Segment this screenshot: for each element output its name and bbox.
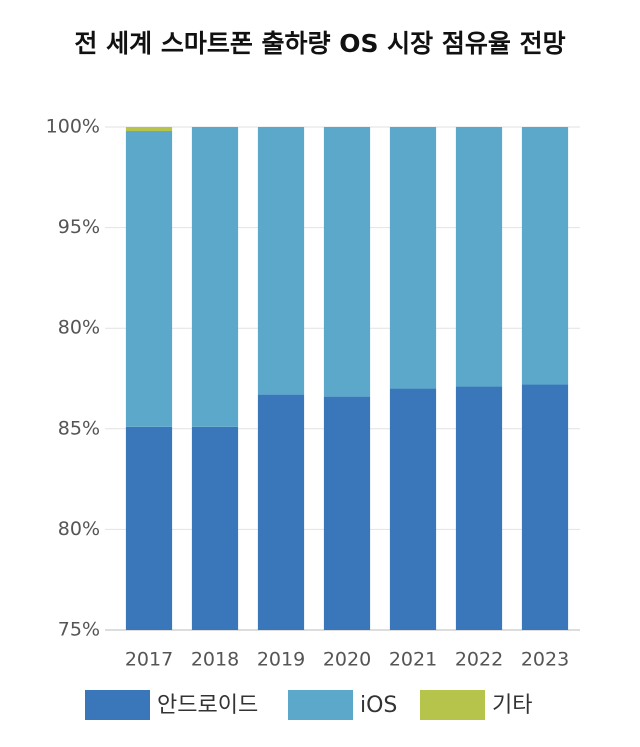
bar-segment (125, 127, 173, 132)
y-tick-label: 85% (58, 417, 100, 439)
x-tick-label: 2022 (455, 649, 503, 671)
y-tick-label: 80% (58, 518, 100, 540)
bar-segment (257, 394, 305, 630)
legend-label: 기타 (492, 693, 532, 718)
bar-segment (389, 127, 437, 389)
y-tick-label: 75% (58, 619, 100, 641)
bar-segment (257, 127, 305, 395)
x-tick-label: 2021 (389, 649, 437, 671)
bar-segment (125, 131, 173, 427)
legend-swatch (288, 690, 353, 720)
x-tick-label: 2019 (257, 649, 305, 671)
legend-swatch (420, 690, 485, 720)
bar-segment (455, 127, 503, 387)
legend-swatch (85, 690, 150, 720)
bar-segment (191, 426, 239, 630)
x-tick-label: 2023 (521, 649, 569, 671)
x-tick-label: 2017 (125, 649, 173, 671)
x-tick-label: 2018 (191, 649, 239, 671)
bar-segment (521, 127, 569, 385)
y-tick-label: 100% (46, 116, 100, 138)
legend-label: 안드로이드 (157, 693, 258, 718)
x-tick-label: 2020 (323, 649, 371, 671)
bar-segment (389, 388, 437, 630)
bar-segment (323, 127, 371, 397)
bar-segment (125, 426, 173, 630)
bar-segment (191, 127, 239, 427)
bar-segment (521, 384, 569, 630)
y-tick-label: 80% (58, 317, 100, 339)
legend-label: iOS (360, 693, 397, 718)
chart-title: 전 세계 스마트폰 출하량 OS 시장 점유율 전망 (74, 29, 565, 58)
y-tick-label: 95% (58, 216, 100, 238)
bar-segment (455, 386, 503, 630)
bar-segment (323, 396, 371, 630)
